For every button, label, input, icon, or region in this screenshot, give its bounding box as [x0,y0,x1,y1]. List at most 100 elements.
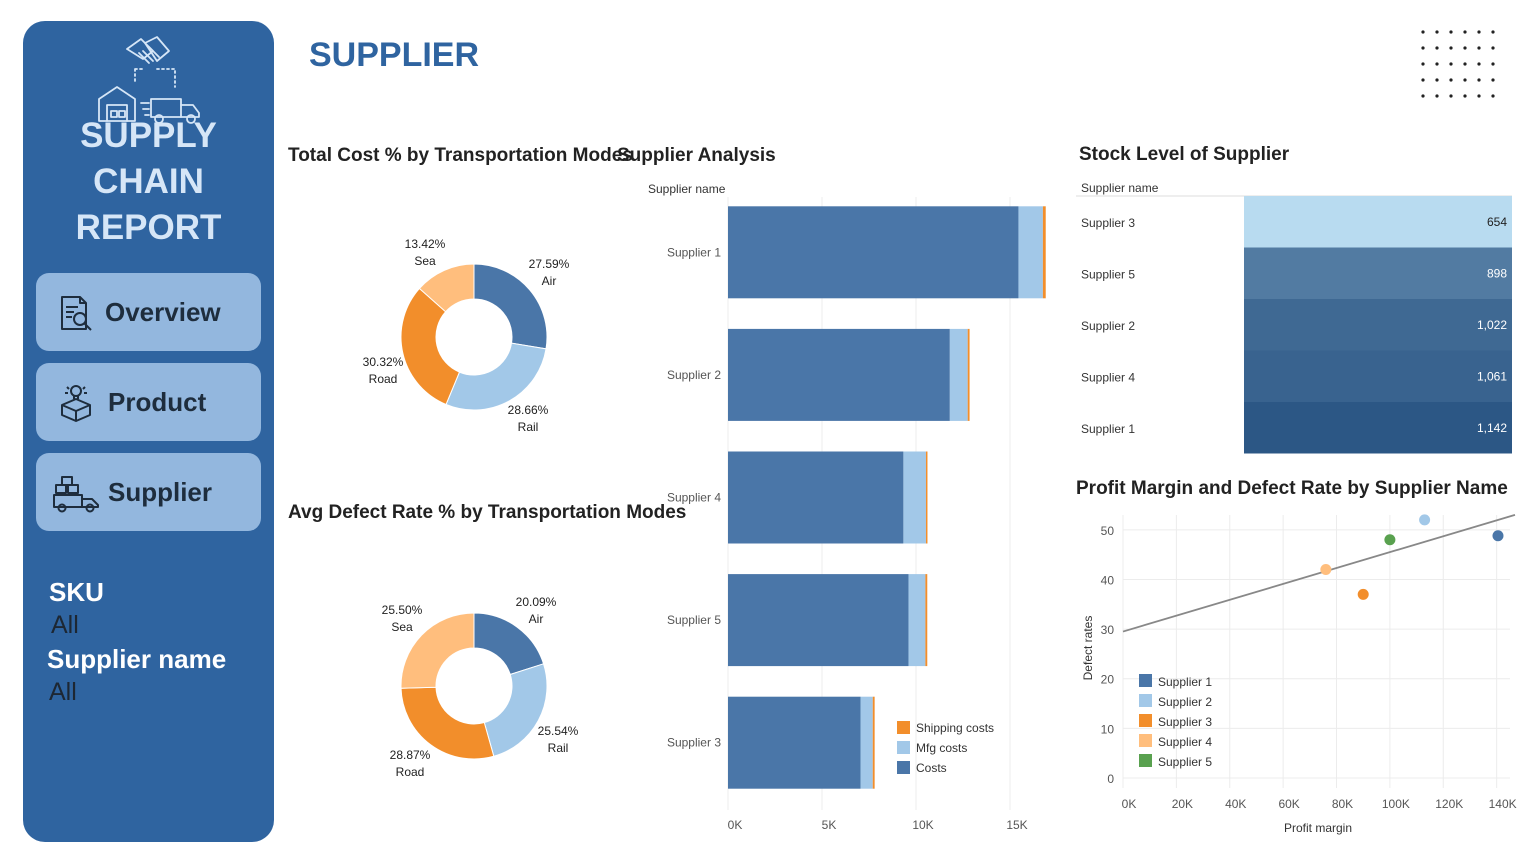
profit-scatter-ytick: 30 [1101,623,1115,637]
nav-product-button[interactable]: Product [36,363,261,441]
cost-donut-pct-rail: 28.66% [508,403,549,417]
profit-scatter-legend-label: Supplier 5 [1158,755,1212,769]
profit-scatter-legend-swatch [1139,714,1152,727]
supplier-bars-category: Supplier 3 [667,736,721,750]
defect-donut-pct-rail: 25.54% [538,724,579,738]
profit-scatter-ytick: 10 [1101,722,1115,736]
profit-scatter-point-supplier-2 [1419,514,1431,526]
app-title: SUPPLY CHAIN REPORT [23,113,274,251]
supplier-bars-title: Supplier Analysis [617,145,776,166]
stock-table-title: Stock Level of Supplier [1079,144,1290,165]
defect-donut-slice-road [400,686,495,760]
cost-donut-slice-sea [418,263,475,313]
supplier-bars-legend-label: Mfg costs [916,741,967,755]
decorative-dot [1477,78,1481,82]
supplier-bars-bar-mfg-costs [1018,206,1043,299]
supplier-bars-bar-costs [728,451,904,544]
product-box-icon [61,385,91,422]
profit-scatter-legend-swatch [1139,694,1152,707]
decorative-dot [1491,78,1495,82]
defect-donut-slice-rail [483,663,548,757]
stock-table-cell [1244,247,1512,299]
decorative-dot [1449,46,1453,50]
defect-donut-pct-air: 20.09% [516,595,557,609]
profit-scatter-point-supplier-5 [1384,534,1396,546]
supplier-bars-bar-costs [728,574,909,667]
profit-scatter-ytick: 0 [1107,772,1114,786]
profit-scatter-trend-line [1122,514,1516,633]
decorative-dot [1491,62,1495,66]
profit-scatter-legend-label: Supplier 2 [1158,695,1212,709]
stock-table-row-value: 1,022 [1477,318,1507,332]
sku-filter-value[interactable]: All [51,611,79,639]
sku-filter-label: SKU [49,577,104,607]
defect-donut-slice-sea [400,612,475,689]
cost-donut-label-sea: Sea [414,254,436,268]
profit-scatter-xtick: 0K [1122,797,1137,811]
app-title-line1: SUPPLY CHAIN [80,116,217,201]
supplier-bars-ylabel: Supplier name [648,182,726,196]
supplier-bars-legend-swatch [897,721,910,734]
decorative-dot [1463,94,1467,98]
profit-scatter-legend-swatch [1139,754,1152,767]
defect-donut-pct-road: 28.87% [390,748,431,762]
decorative-dot [1435,62,1439,66]
decorative-dot [1491,46,1495,50]
profit-scatter-ytick: 20 [1101,673,1115,687]
stock-table-row-name: Supplier 3 [1081,216,1135,230]
supplier-bars-bar-mfg-costs [860,696,873,789]
decorative-dot [1421,78,1425,82]
defect-donut-label-air: Air [529,612,544,626]
supplier-bars-bar-shipping-costs [872,696,875,789]
decorative-dot [1449,30,1453,34]
decorative-dot [1421,30,1425,34]
defect-donut-label-rail: Rail [548,741,569,755]
stock-table-cell [1244,350,1512,402]
profit-scatter-point-supplier-3 [1357,588,1369,600]
stock-table-cell [1244,196,1512,248]
cost-donut-slice-air [473,263,548,350]
supplier-bars-category: Supplier 2 [667,368,721,382]
decorative-dot [1463,46,1467,50]
decorative-dots-icon [1421,30,1495,98]
decorative-dot [1477,62,1481,66]
profit-scatter-xtick: 120K [1435,797,1463,811]
decorative-dot [1477,30,1481,34]
decorative-dot [1449,78,1453,82]
decorative-dot [1491,30,1495,34]
stock-table-cell [1244,402,1512,454]
defect-donut-title: Avg Defect Rate % by Transportation Mode… [288,502,687,523]
supplier-bars-category: Supplier 1 [667,245,721,259]
stock-table-row-value: 898 [1487,267,1507,281]
cost-donut-slice-rail [445,342,547,411]
defect-donut-group: 20.09% Air 25.54% Rail 28.87% Road 25.50% Sea [382,595,579,779]
page-title: SUPPLIER [309,36,480,74]
profit-scatter-xlabel: Profit margin [1284,821,1352,835]
profit-scatter-legend-swatch [1139,674,1152,687]
supplier-bars-bar-shipping-costs [1042,206,1046,299]
supplier-bars-legend-swatch [897,761,910,774]
profit-scatter-xtick: 40K [1225,797,1246,811]
stock-table-header: Supplier name [1081,181,1159,195]
supplier-name-filter-value[interactable]: All [49,678,77,706]
profit-scatter-ylabel: Defect rates [1081,616,1095,681]
stock-table-row-value: 1,061 [1477,370,1507,384]
supplier-bars-bar-costs [728,696,861,789]
supplier-bars-bar-mfg-costs [949,328,968,421]
stock-table-row-value: 1,142 [1477,421,1507,435]
cost-donut-label-rail: Rail [518,420,539,434]
nav-overview-button[interactable]: Overview [36,273,261,351]
profit-scatter-title: Profit Margin and Defect Rate by Supplie… [1076,478,1508,499]
supplier-bars-bar-shipping-costs [925,451,928,544]
decorative-dot [1435,46,1439,50]
cost-donut-slice-road [400,287,461,406]
cost-donut-title: Total Cost % by Transportation Modes [288,145,633,166]
profit-scatter-point-supplier-1 [1492,530,1504,542]
nav-supplier-button[interactable]: Supplier [36,453,261,531]
supplier-bars-legend-label: Costs [916,761,947,775]
supplier-bars-category: Supplier 4 [667,491,721,505]
stock-table-row-value: 654 [1487,215,1507,229]
decorative-dot [1435,30,1439,34]
stock-table-cell [1244,299,1512,351]
supplier-bars-category: Supplier 5 [667,613,721,627]
